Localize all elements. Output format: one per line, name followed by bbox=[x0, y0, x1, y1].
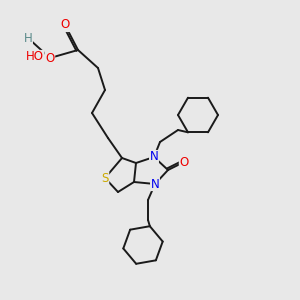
Text: N: N bbox=[150, 151, 158, 164]
Text: O: O bbox=[60, 19, 70, 32]
Text: HO: HO bbox=[26, 50, 44, 64]
Text: O: O bbox=[45, 52, 55, 64]
Text: O: O bbox=[179, 155, 189, 169]
Text: N: N bbox=[151, 178, 159, 190]
Text: S: S bbox=[101, 172, 109, 184]
Text: H: H bbox=[24, 32, 32, 44]
